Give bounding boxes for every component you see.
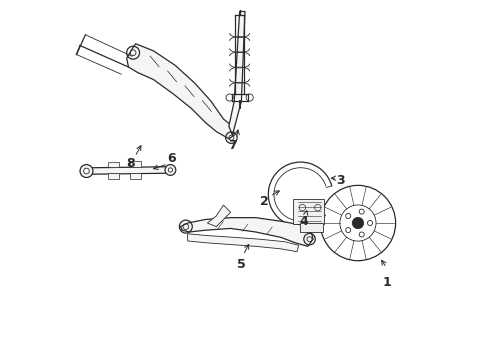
- Text: 5: 5: [237, 258, 246, 271]
- Polygon shape: [87, 167, 172, 174]
- FancyBboxPatch shape: [129, 161, 141, 167]
- Text: 3: 3: [336, 174, 344, 186]
- Circle shape: [352, 217, 364, 229]
- Text: 1: 1: [382, 276, 391, 289]
- Polygon shape: [126, 44, 234, 139]
- FancyBboxPatch shape: [129, 173, 141, 179]
- FancyBboxPatch shape: [108, 162, 120, 167]
- Text: 7: 7: [228, 139, 237, 152]
- Circle shape: [80, 165, 93, 177]
- Text: 8: 8: [126, 157, 135, 170]
- Text: 6: 6: [167, 152, 176, 165]
- Polygon shape: [229, 12, 245, 135]
- FancyBboxPatch shape: [300, 223, 323, 232]
- Circle shape: [165, 165, 176, 175]
- Text: 4: 4: [300, 215, 309, 228]
- FancyBboxPatch shape: [294, 199, 324, 224]
- Polygon shape: [180, 218, 313, 246]
- Polygon shape: [207, 205, 231, 226]
- FancyBboxPatch shape: [108, 173, 120, 179]
- Text: 2: 2: [260, 195, 269, 208]
- Polygon shape: [188, 234, 299, 252]
